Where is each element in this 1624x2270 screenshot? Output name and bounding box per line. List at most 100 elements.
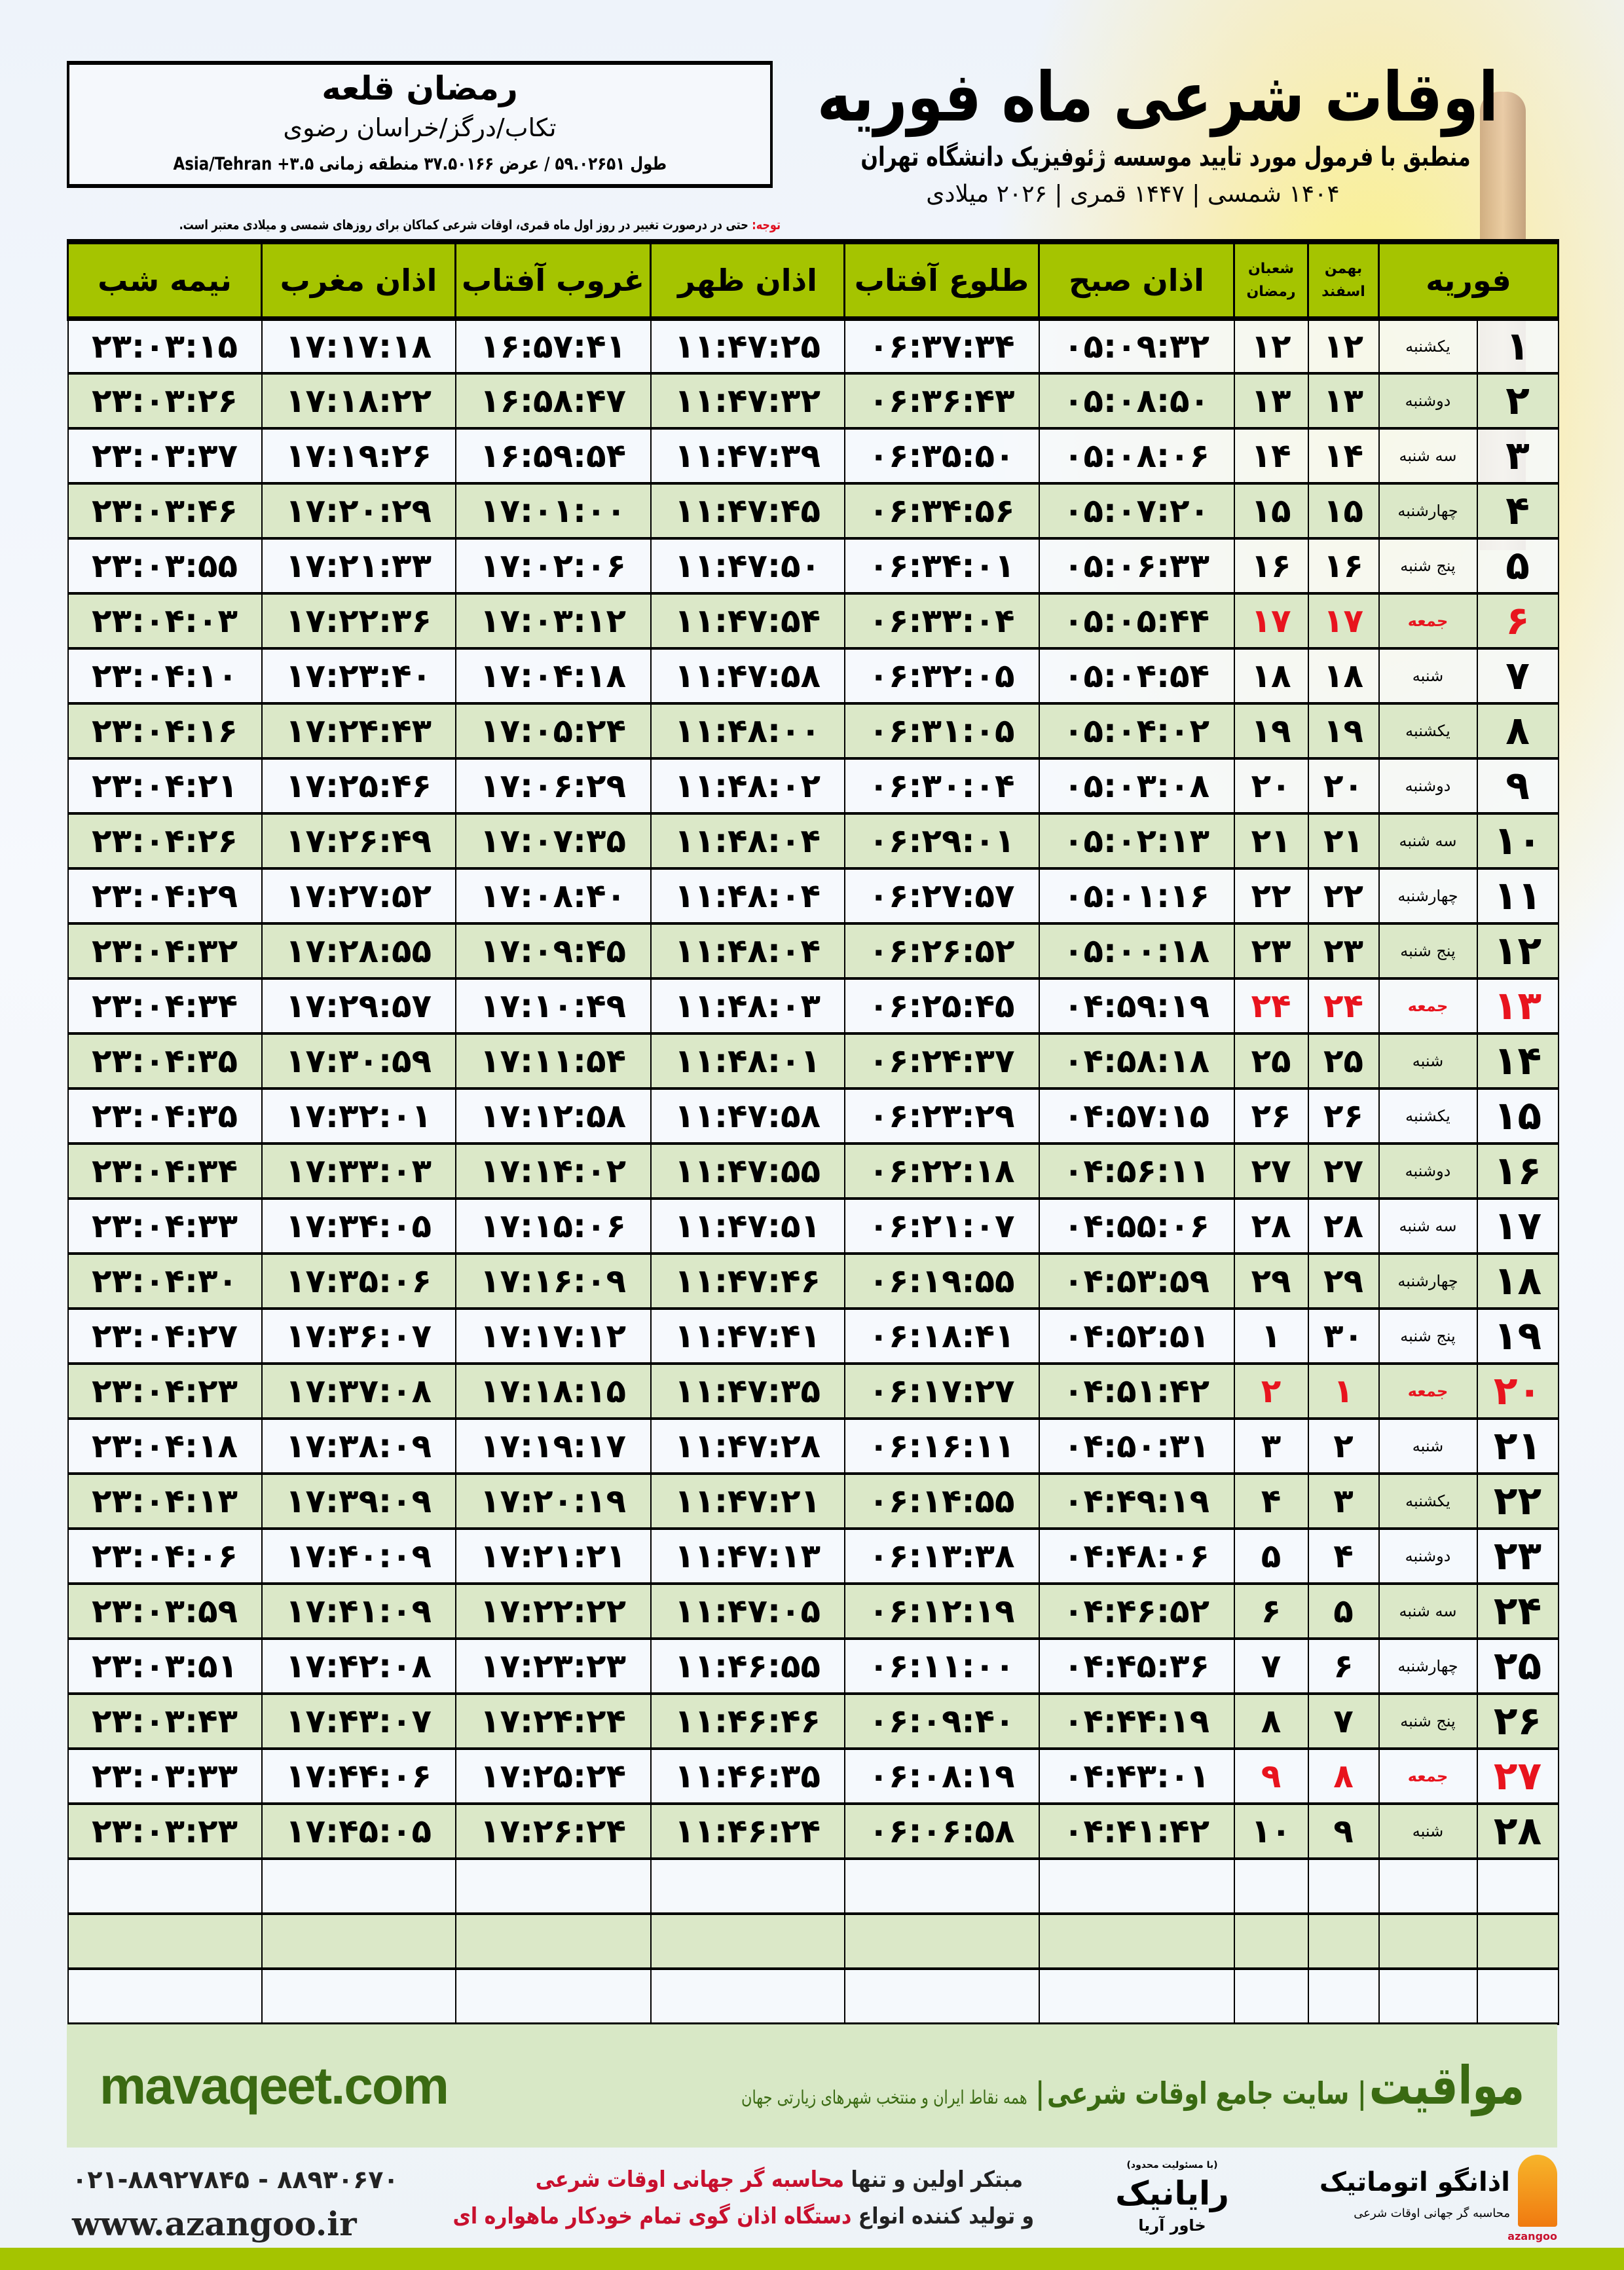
day-number: ۱۵	[1476, 1088, 1559, 1145]
sunrise-time: ۰۶:۲۳:۲۹	[843, 1088, 1040, 1145]
maghrib-time: ۱۷:۴۵:۰۵	[261, 1803, 456, 1860]
empty-row	[67, 1968, 1559, 2025]
maghrib-time: ۱۷:۳۸:۰۹	[261, 1418, 456, 1475]
col-sunrise: طلوع آفتاب	[843, 239, 1040, 321]
sunset-time: ۱۷:۰۴:۱۸	[454, 648, 652, 705]
hijri-date: ۲۱	[1233, 813, 1309, 870]
dhuhr-time: ۱۱:۴۶:۳۵	[650, 1748, 845, 1805]
dhuhr-time: ۱۱:۴۷:۰۵	[650, 1583, 845, 1640]
persian-date: ۲۵	[1307, 1033, 1380, 1090]
table-row: ۲۲ یکشنبه ۳ ۴ ۰۴:۴۹:۱۹ ۰۶:۱۴:۵۵ ۱۱:۴۷:۲۱ ۱۷:۲۰:…	[67, 1473, 1559, 1530]
weekday: شنبه	[1378, 1033, 1478, 1090]
midnight-time: ۲۳:۰۴:۲۹	[67, 868, 263, 925]
midnight-time: ۲۳:۰۴:۲۶	[67, 813, 263, 870]
azangoo-url[interactable]: www.azangoo.ir	[72, 2205, 357, 2243]
table-row: ۵ پنج شنبه ۱۶ ۱۶ ۰۵:۰۶:۳۳ ۰۶:۳۴:۰۱ ۱۱:۴۷:۵۰ ۱۷:…	[67, 538, 1559, 595]
fajr-time: ۰۴:۴۱:۴۲	[1038, 1803, 1235, 1860]
weekday: دوشنبه	[1378, 1528, 1478, 1585]
weekday: سه شنبه	[1378, 1198, 1478, 1255]
fajr-time	[1038, 1858, 1235, 1915]
persian-date: ۲۷	[1307, 1143, 1380, 1200]
persian-date: ۱۷	[1307, 593, 1380, 650]
rayanik-logo: (با مسئولیت محدود) رایانیک خاور آریا	[1100, 2159, 1244, 2236]
mavaqeet-url[interactable]: mavaqeet.com	[100, 2056, 449, 2115]
weekday: یکشنبه	[1378, 1088, 1478, 1145]
hijri-date: ۱۸	[1233, 648, 1309, 705]
fajr-time: ۰۴:۵۵:۰۶	[1038, 1198, 1235, 1255]
sunset-time: ۱۶:۵۷:۴۱	[454, 318, 652, 375]
hijri-date: ۱	[1233, 1308, 1309, 1365]
midnight-time: ۲۳:۰۴:۳۲	[67, 923, 263, 980]
day-number: ۲	[1476, 373, 1559, 430]
midnight-time: ۲۳:۰۴:۳۳	[67, 1198, 263, 1255]
weekday: پنج شنبه	[1378, 538, 1478, 595]
sunset-time: ۱۷:۱۰:۴۹	[454, 978, 652, 1035]
table-row: ۲ دوشنبه ۱۳ ۱۳ ۰۵:۰۸:۵۰ ۰۶:۳۶:۴۳ ۱۱:۴۷:۳۲ ۱۶:۵۸…	[67, 373, 1559, 430]
fajr-time: ۰۵:۰۶:۳۳	[1038, 538, 1235, 595]
sunset-time	[454, 1858, 652, 1915]
maghrib-time: ۱۷:۳۷:۰۸	[261, 1363, 456, 1420]
midnight-time: ۲۳:۰۴:۱۰	[67, 648, 263, 705]
fajr-time: ۰۵:۰۹:۳۲	[1038, 318, 1235, 375]
table-row: ۲۵ چهارشنبه ۶ ۷ ۰۴:۴۵:۳۶ ۰۶:۱۱:۰۰ ۱۱:۴۶:۵۵ ۱۷:۲…	[67, 1638, 1559, 1695]
sunset-time: ۱۷:۱۱:۵۴	[454, 1033, 652, 1090]
fajr-time: ۰۴:۵۷:۱۵	[1038, 1088, 1235, 1145]
fajr-time: ۰۴:۵۶:۱۱	[1038, 1143, 1235, 1200]
empty-row	[67, 1858, 1559, 1915]
dhuhr-time: ۱۱:۴۷:۵۱	[650, 1198, 845, 1255]
sunset-time: ۱۷:۲۱:۲۱	[454, 1528, 652, 1585]
persian-date: ۱۵	[1307, 483, 1380, 540]
dome-icon	[1518, 2155, 1557, 2227]
maghrib-time: ۱۷:۲۸:۵۵	[261, 923, 456, 980]
persian-date: ۲	[1307, 1418, 1380, 1475]
sunrise-time: ۰۶:۳۶:۴۳	[843, 373, 1040, 430]
day-number: ۲۴	[1476, 1583, 1559, 1640]
dhuhr-time: ۱۱:۴۷:۵۸	[650, 1088, 845, 1145]
sunrise-time: ۰۶:۲۲:۱۸	[843, 1143, 1040, 1200]
promo-text: مبتکر اولین و تنها محاسبه گر جهانی اوقات…	[453, 2161, 1074, 2235]
dhuhr-time: ۱۱:۴۶:۴۶	[650, 1693, 845, 1750]
table-row: ۱۷ سه شنبه ۲۸ ۲۸ ۰۴:۵۵:۰۶ ۰۶:۲۱:۰۷ ۱۱:۴۷:۵۱ ۱۷:…	[67, 1198, 1559, 1255]
dhuhr-time: ۱۱:۴۸:۰۴	[650, 813, 845, 870]
sunset-time: ۱۷:۱۵:۰۶	[454, 1198, 652, 1255]
dhuhr-time	[650, 1968, 845, 2025]
dhuhr-time: ۱۱:۴۷:۵۵	[650, 1143, 845, 1200]
midnight-time: ۲۳:۰۴:۰۶	[67, 1528, 263, 1585]
day-number: ۹	[1476, 758, 1559, 815]
fajr-time: ۰۵:۰۸:۰۶	[1038, 428, 1235, 485]
sunset-time: ۱۷:۰۶:۲۹	[454, 758, 652, 815]
sunrise-time: ۰۶:۱۹:۵۵	[843, 1253, 1040, 1310]
hijri-date: ۱۴	[1233, 428, 1309, 485]
midnight-time: ۲۳:۰۳:۳۷	[67, 428, 263, 485]
day-number: ۱۸	[1476, 1253, 1559, 1310]
hijri-date	[1233, 1858, 1309, 1915]
table-row: ۸ یکشنبه ۱۹ ۱۹ ۰۵:۰۴:۰۲ ۰۶:۳۱:۰۵ ۱۱:۴۸:۰۰ ۱۷:۰۵…	[67, 703, 1559, 760]
dhuhr-time: ۱۱:۴۸:۰۲	[650, 758, 845, 815]
sunrise-time: ۰۶:۱۳:۳۸	[843, 1528, 1040, 1585]
maghrib-time: ۱۷:۳۲:۰۱	[261, 1088, 456, 1145]
midnight-time: ۲۳:۰۴:۳۵	[67, 1088, 263, 1145]
dhuhr-time: ۱۱:۴۷:۴۶	[650, 1253, 845, 1310]
mavaqeet-slogan: سایت جامع اوقات شرعی	[1046, 2075, 1350, 2111]
day-number	[1476, 1968, 1559, 2025]
fajr-time: ۰۵:۰۱:۱۶	[1038, 868, 1235, 925]
rayanik-sub: خاور آریا	[1138, 2216, 1206, 2235]
persian-date: ۲۲	[1307, 868, 1380, 925]
table-row: ۱۳ جمعه ۲۴ ۲۴ ۰۴:۵۹:۱۹ ۰۶:۲۵:۴۵ ۱۱:۴۸:۰۳ ۱۷:۱۰:…	[67, 978, 1559, 1035]
day-number: ۱۹	[1476, 1308, 1559, 1365]
col-dhuhr: اذان ظهر	[650, 239, 845, 321]
maghrib-time: ۱۷:۳۴:۰۵	[261, 1198, 456, 1255]
persian-date	[1307, 1858, 1380, 1915]
day-number: ۸	[1476, 703, 1559, 760]
maghrib-time: ۱۷:۴۴:۰۶	[261, 1748, 456, 1805]
day-number: ۲۸	[1476, 1803, 1559, 1860]
maghrib-time: ۱۷:۴۱:۰۹	[261, 1583, 456, 1640]
midnight-time: ۲۳:۰۴:۳۰	[67, 1253, 263, 1310]
maghrib-time	[261, 1968, 456, 2025]
sunrise-time: ۰۶:۳۴:۰۱	[843, 538, 1040, 595]
table-row: ۲۸ شنبه ۹ ۱۰ ۰۴:۴۱:۴۲ ۰۶:۰۶:۵۸ ۱۱:۴۶:۲۴ ۱۷:۲۶:۲…	[67, 1803, 1559, 1860]
maghrib-time: ۱۷:۳۰:۵۹	[261, 1033, 456, 1090]
persian-date: ۱۶	[1307, 538, 1380, 595]
day-number: ۱۰	[1476, 813, 1559, 870]
dhuhr-time: ۱۱:۴۶:۲۴	[650, 1803, 845, 1860]
